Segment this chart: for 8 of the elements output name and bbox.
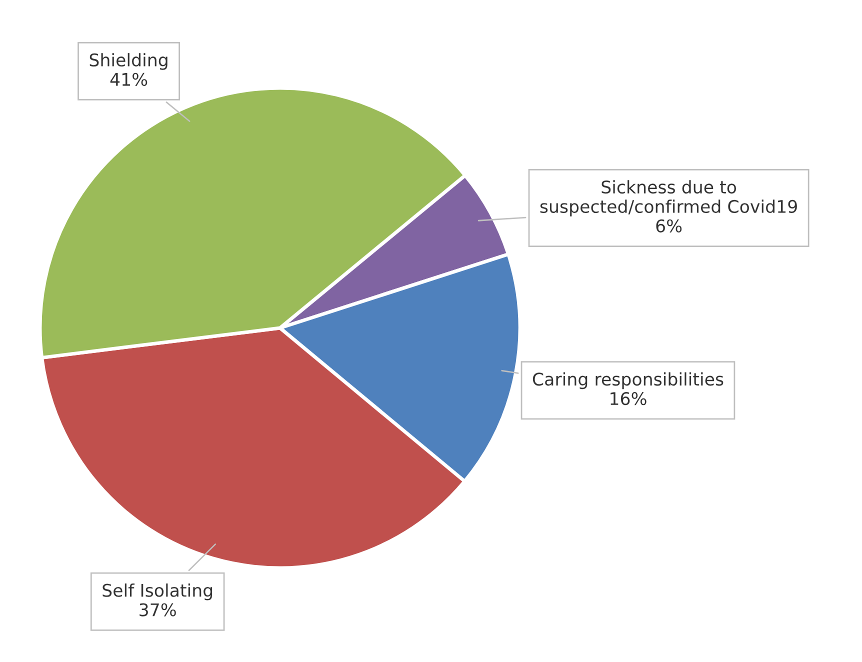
data-label: 41% bbox=[110, 72, 148, 86]
data-label: 16% bbox=[610, 392, 646, 406]
slice-label: Sickness due to suspected/confirmed Covid19 bbox=[540, 180, 797, 216]
slice-label: Self Isolating bbox=[102, 583, 212, 600]
slice-label: Caring responsibilities bbox=[532, 372, 724, 390]
data-label: 37% bbox=[140, 603, 176, 616]
data-label: 6% bbox=[656, 219, 682, 232]
slice-label: Shielding bbox=[90, 53, 168, 70]
